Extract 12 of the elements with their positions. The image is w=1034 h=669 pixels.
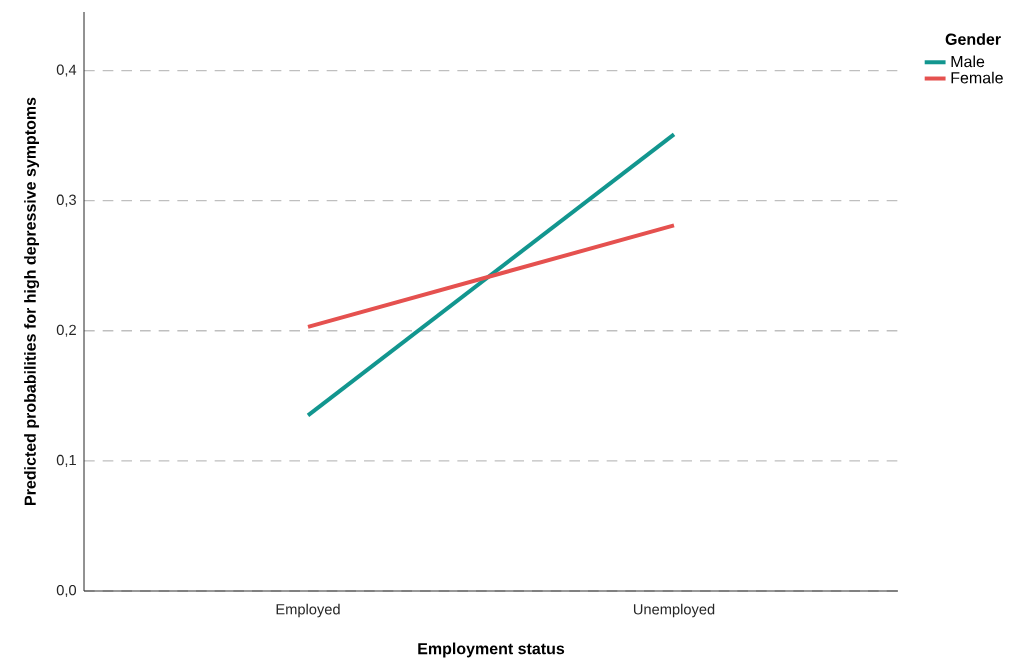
y-axis-title: Predicted probabilities for high depressive symptoms — [24, 97, 40, 505]
legend-title: Gender — [945, 33, 1001, 45]
y-tick-label: 0,3 — [56, 194, 76, 207]
y-tick-label: 0,4 — [56, 64, 77, 77]
x-tick-label: Employed — [276, 603, 340, 618]
x-axis-title: Employment status — [418, 642, 565, 658]
legend-label: Male — [951, 55, 985, 68]
y-tick-label: 0,0 — [56, 584, 77, 598]
y-tick-label: 0,1 — [56, 454, 76, 467]
y-tick-label: 0,2 — [56, 324, 76, 337]
x-tick-label: Unemployed — [633, 603, 715, 618]
legend-label: Female — [951, 71, 1003, 84]
